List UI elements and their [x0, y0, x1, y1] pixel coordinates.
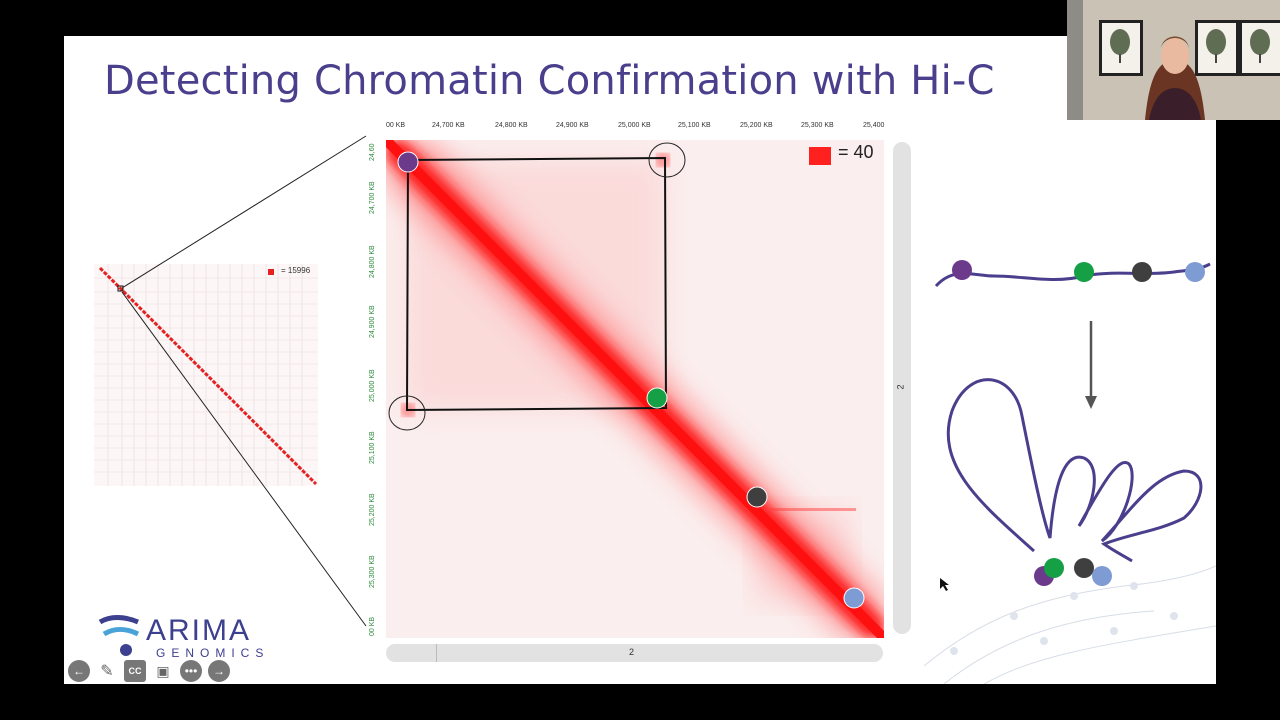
- zoom-connector-lines: [121, 135, 367, 627]
- horizontal-scrollbar-label: 2: [629, 647, 635, 657]
- blue-anchor-marker: [843, 587, 865, 609]
- presentation-slide: Detecting Chromatin Confirmation with Hi…: [64, 36, 1216, 684]
- x-tick: 25,000 KB: [618, 122, 651, 129]
- linear-blue-bead: [1185, 262, 1205, 282]
- webcam-left-edge: [1067, 0, 1083, 120]
- green-anchor-marker: [646, 387, 668, 409]
- looped-gray-bead: [1074, 558, 1094, 578]
- tree-art-icon: [1110, 29, 1130, 63]
- logo-subtitle: GENOMICS: [156, 646, 270, 660]
- y-tick: 00 KB: [369, 616, 376, 636]
- slide-title: Detecting Chromatin Confirmation with Hi…: [104, 58, 995, 104]
- x-tick: 25,400: [863, 122, 885, 129]
- horizontal-scrollbar[interactable]: 2: [386, 644, 883, 662]
- genome-wide-contact-map: [94, 264, 318, 486]
- heatmap-legend-value: = 40: [838, 142, 874, 162]
- pen-icon[interactable]: ✎: [100, 663, 114, 680]
- x-tick: 24,700 KB: [432, 122, 465, 129]
- x-tick: 24,800 KB: [495, 122, 528, 129]
- linear-green-bead: [1074, 262, 1094, 282]
- y-tick: 24,800 KB: [369, 245, 376, 278]
- hic-contact-heatmap[interactable]: [386, 140, 884, 638]
- chromatin-loop-diagram: [934, 260, 1211, 586]
- tree-art-icon: [1206, 29, 1226, 63]
- y-tick: 25,200 KB: [369, 493, 376, 526]
- vertical-scrollbar-label: 2: [895, 384, 906, 390]
- y-tick: 25,100 KB: [369, 431, 376, 464]
- scrollbar-thumb-edge: [436, 644, 437, 662]
- x-tick: 25,300 KB: [801, 122, 834, 129]
- y-tick: 24,700 KB: [369, 181, 376, 214]
- x-tick: 00 KB: [386, 122, 406, 129]
- tree-art-icon: [1250, 29, 1270, 63]
- video-off-icon[interactable]: ▣: [156, 662, 170, 679]
- purple-anchor-marker: [397, 151, 419, 173]
- gray-anchor-marker: [746, 486, 768, 508]
- presenter-avatar: [1145, 36, 1205, 120]
- mini-map-legend: = 15996: [281, 266, 311, 275]
- tad-loop-annotation: [388, 142, 865, 609]
- arima-logo-mark: [98, 615, 140, 656]
- x-tick: 25,200 KB: [740, 122, 773, 129]
- x-tick: 25,100 KB: [678, 122, 711, 129]
- linear-purple-bead: [952, 260, 972, 280]
- y-tick: 25,300 KB: [369, 555, 376, 588]
- presentation-toolbar: ← ✎ CC ▣ ••• →: [68, 660, 230, 682]
- vertical-scrollbar[interactable]: 2: [893, 142, 911, 634]
- back-icon[interactable]: ←: [68, 660, 90, 682]
- cc-icon[interactable]: CC: [124, 660, 146, 682]
- forward-icon[interactable]: →: [208, 660, 230, 682]
- logo-wordmark: ARIMA: [146, 614, 252, 647]
- transition-arrow-head: [1085, 396, 1097, 409]
- heatmap-legend-swatch: [809, 147, 831, 165]
- presenter-webcam-view: [1067, 0, 1280, 120]
- more-icon[interactable]: •••: [180, 660, 202, 682]
- linear-gray-bead: [1132, 262, 1152, 282]
- looped-green-bead: [1044, 558, 1064, 578]
- x-tick: 24,900 KB: [556, 122, 589, 129]
- y-tick: 25,000 KB: [369, 369, 376, 402]
- mouse-cursor-icon: [940, 578, 949, 591]
- y-tick: 24,60: [369, 143, 376, 161]
- y-tick: 24,900 KB: [369, 305, 376, 338]
- background-network-decoration: [924, 565, 1216, 684]
- looped-blue-bead: [1092, 566, 1112, 586]
